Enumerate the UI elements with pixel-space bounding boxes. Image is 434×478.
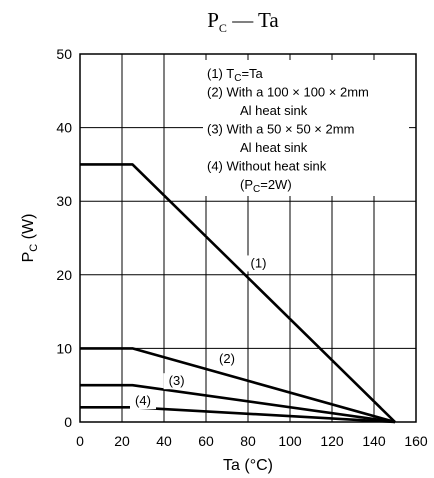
- y-tick-label: 30: [56, 193, 72, 209]
- y-tick-label: 40: [56, 120, 72, 136]
- series-line-1: [80, 163, 396, 423]
- x-tick-label: 20: [114, 433, 130, 449]
- y-tick-label: 0: [64, 414, 72, 430]
- curve-label-bg: [163, 373, 190, 390]
- y-label-main: P: [20, 252, 37, 263]
- title-rest: — Ta: [227, 8, 279, 32]
- y-tick-label: 50: [56, 46, 72, 62]
- y-label-rest: (W): [20, 214, 37, 244]
- x-tick-label: 60: [198, 433, 214, 449]
- curve-label-bg: [130, 393, 156, 410]
- chart-title: PC — Ta: [207, 8, 279, 35]
- legend: (1) TC=Ta(2) With a 100 × 100 × 2mm Al he…: [207, 66, 369, 195]
- curve-label: (2): [219, 351, 235, 366]
- plot-frame: [79, 53, 417, 423]
- curve-labels: (1) (2) (3) (4): [130, 255, 272, 410]
- series-group: [80, 163, 396, 424]
- x-ticks: 0 20 40 60 80 100 120 140 160: [76, 433, 428, 449]
- x-tick-label: 140: [362, 433, 386, 449]
- title-main: P: [207, 8, 219, 32]
- x-tick-label: 40: [156, 433, 172, 449]
- series-line-2: [80, 347, 396, 424]
- curve-label: (4): [135, 393, 151, 408]
- y-tick-label: 10: [56, 340, 72, 356]
- legend-line: (4) Without heat sink: [207, 159, 327, 174]
- curve-label: (3): [169, 373, 185, 388]
- x-tick-label: 120: [320, 433, 344, 449]
- series-line-3: [80, 383, 396, 424]
- legend-line: (1) TC=Ta: [207, 66, 264, 84]
- x-tick-label: 100: [278, 433, 302, 449]
- legend-box: [203, 60, 409, 196]
- legend-line: (PC=2W): [240, 177, 292, 195]
- y-ticks: 0 10 20 30 40 50: [56, 46, 72, 430]
- legend-line: Al heat sink: [240, 140, 308, 155]
- x-tick-label: 0: [76, 433, 84, 449]
- y-axis-label: PC (W): [20, 214, 40, 263]
- x-tick-label: 160: [404, 433, 428, 449]
- curve-label-bg: [245, 255, 272, 272]
- x-tick-label: 80: [240, 433, 256, 449]
- y-tick-label: 20: [56, 267, 72, 283]
- y-label-subscript: C: [28, 244, 40, 252]
- legend-line: Al heat sink: [240, 103, 308, 118]
- title-subscript: C: [219, 21, 227, 35]
- legend-line: (2) With a 100 × 100 × 2mm: [207, 85, 369, 100]
- legend-line: (3) With a 50 × 50 × 2mm: [207, 122, 354, 137]
- curve-label: (1): [251, 255, 267, 270]
- curve-label-bg: [214, 351, 240, 368]
- x-axis-label: Ta (°C): [223, 457, 273, 474]
